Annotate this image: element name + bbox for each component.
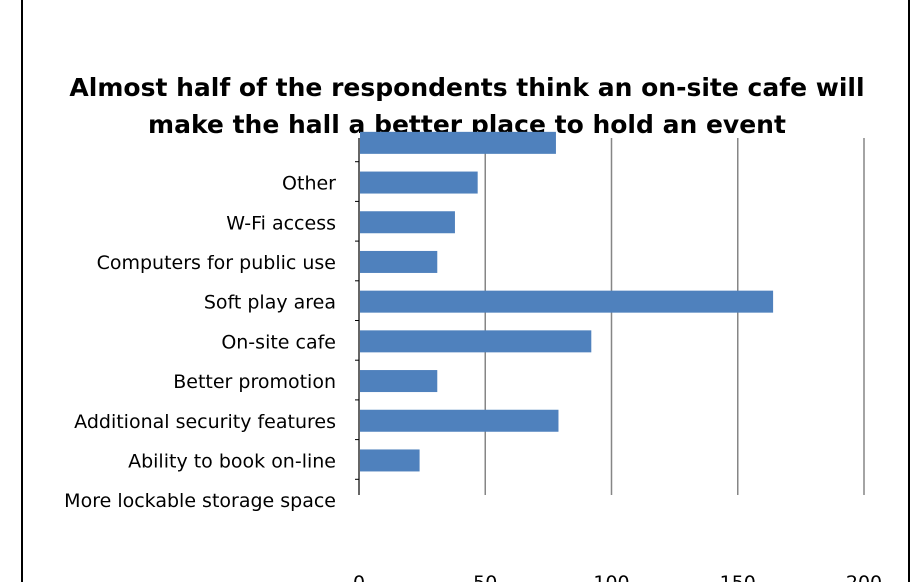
- category-label: Other: [282, 173, 336, 195]
- x-tick-label: 50: [473, 572, 497, 582]
- bar: [360, 131, 556, 154]
- bar: [360, 171, 478, 194]
- bar: [360, 290, 774, 313]
- x-tick-label: 100: [593, 572, 629, 582]
- bar: [360, 211, 455, 234]
- chart-frame: [21, 0, 910, 582]
- category-label: Ability to book on-line: [128, 450, 336, 472]
- chart-title-line-1: Almost half of the respondents think an …: [69, 73, 864, 102]
- bar: [360, 370, 438, 393]
- x-tick-label: 0: [353, 572, 365, 582]
- category-label: Soft play area: [204, 292, 336, 314]
- bar: [360, 449, 420, 472]
- category-label: More lockable storage space: [64, 490, 336, 512]
- bar: [360, 250, 438, 273]
- x-tick-label: 150: [720, 572, 756, 582]
- category-label: W-Fi access: [226, 212, 336, 234]
- category-label: On-site cafe: [221, 331, 336, 353]
- bar: [360, 330, 592, 353]
- bar: [360, 409, 559, 432]
- category-label: Computers for public use: [97, 252, 336, 274]
- x-tick-label: 200: [846, 572, 882, 582]
- category-label: Additional security features: [74, 411, 336, 433]
- category-label: Better promotion: [173, 371, 336, 393]
